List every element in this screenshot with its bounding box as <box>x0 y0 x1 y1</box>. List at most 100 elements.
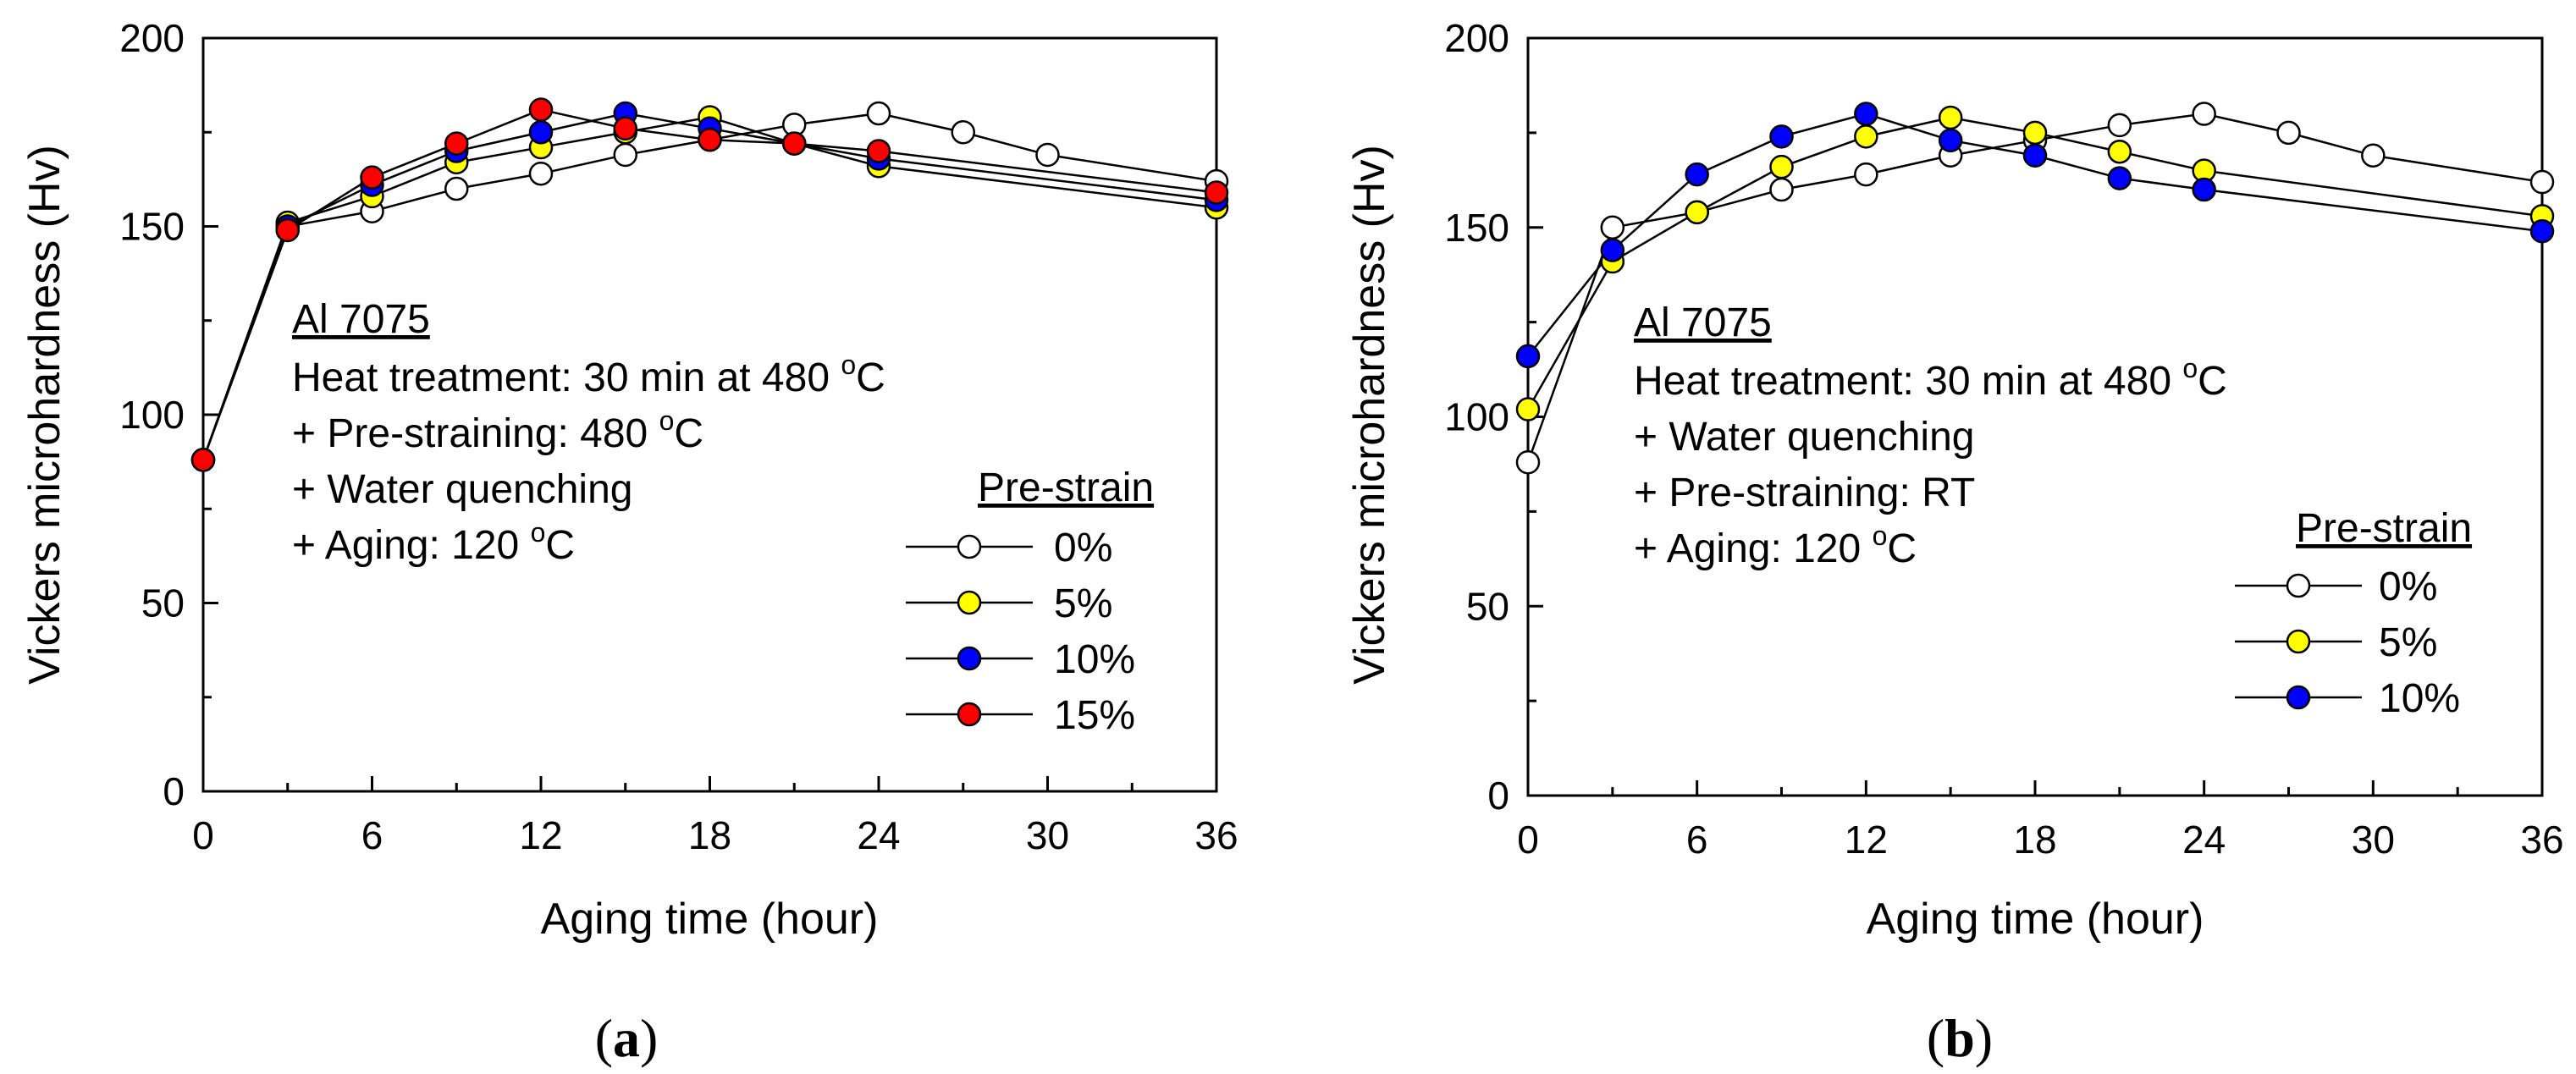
data-point-0pct-a <box>613 142 637 168</box>
x-tick-label-b: 12 <box>1845 818 1888 862</box>
data-point-5pct-b <box>1515 397 1541 421</box>
y-tick-label-b: 100 <box>1444 395 1509 439</box>
legend-marker-b <box>2286 685 2311 710</box>
legend-label-a: 5% <box>1054 581 1112 626</box>
legend-marker-a <box>957 702 982 727</box>
data-point-15pct-a <box>1204 180 1229 205</box>
x-tick-label-a: 6 <box>361 813 383 857</box>
x-tick-label-b: 24 <box>2182 818 2226 862</box>
y-tick-label-b: 150 <box>1444 206 1509 250</box>
y-tick-label-b: 50 <box>1466 584 1509 628</box>
panel-label-a: (a) <box>595 1008 659 1068</box>
axes-ticks-a: 0 6 12 18 24 30 36 0 50 100 150 200 <box>119 16 1238 857</box>
data-point-0pct-b <box>2276 120 2301 146</box>
data-point-0pct-a <box>951 120 975 145</box>
legend-b: Pre-strain 0% 5% 10% <box>2235 506 2472 721</box>
series-line-10pct-a <box>201 112 1217 460</box>
annotation-title-a: Al 7075 <box>292 297 430 342</box>
series-group-a <box>190 97 1229 472</box>
legend-a: Pre-strain 0% 5% 10% 15% <box>906 465 1154 738</box>
legend-label-a: 10% <box>1054 637 1135 682</box>
annotation-line-b-2: + Pre-straining: RT <box>1634 471 1975 515</box>
legend-title-b: Pre-strain <box>2296 506 2472 551</box>
data-point-0pct-a <box>444 176 469 201</box>
data-point-10pct-b <box>1854 102 1878 126</box>
annotation-line-b-1: + Water quenching <box>1634 415 1974 460</box>
y-axis-label-b: Vickers microhardness (Hv) <box>1345 145 1394 685</box>
data-point-15pct-a <box>866 139 891 163</box>
panel-label-b: (b) <box>1927 1008 1993 1068</box>
data-point-0pct-a <box>1035 142 1060 168</box>
data-point-15pct-a <box>444 131 469 156</box>
x-tick-label-a: 12 <box>519 813 562 857</box>
legend-marker-a <box>957 590 982 615</box>
series-line-10pct-b <box>1527 113 2543 357</box>
x-axis-label-b: Aging time (hour) <box>1867 895 2204 944</box>
annotation-line-a-0: Heat treatment: 30 min at 480 oC <box>292 350 885 400</box>
data-point-5pct-b <box>2022 120 2048 146</box>
data-point-0pct-a <box>866 101 891 126</box>
legend-label-a: 15% <box>1054 693 1135 738</box>
legend-label-b: 10% <box>2379 676 2460 721</box>
series-line-5pct-a <box>201 116 1217 460</box>
legend-marker-b <box>2286 629 2311 654</box>
data-point-15pct-a <box>782 131 807 156</box>
data-point-15pct-a <box>613 116 637 141</box>
y-tick-label-a: 150 <box>119 205 185 249</box>
x-tick-label-b: 6 <box>1686 818 1708 862</box>
x-tick-label-b: 30 <box>2352 818 2395 862</box>
x-tick-label-a: 18 <box>688 813 731 857</box>
x-tick-label-a: 24 <box>857 813 900 857</box>
data-point-0pct-b <box>2107 113 2132 138</box>
data-point-5pct-b <box>1854 124 1878 149</box>
legend-items-a: 0% 5% 10% 15% <box>906 526 1135 738</box>
panel-a: 0 6 12 18 24 30 36 0 50 100 150 200 Vickers microha… <box>20 16 1238 1068</box>
x-tick-label-a: 0 <box>192 813 214 857</box>
legend-label-b: 0% <box>2379 565 2437 609</box>
data-point-10pct-b <box>1938 128 1963 153</box>
data-point-5pct-b <box>1769 154 1794 179</box>
data-point-0pct-b <box>2192 102 2216 126</box>
annotation-b: Al 7075 Heat treatment: 30 min at 480 oC… <box>1634 300 2227 571</box>
annotation-title-b: Al 7075 <box>1634 300 1772 345</box>
series-line-15pct-a <box>201 108 1217 460</box>
data-point-0pct-b <box>1600 215 1625 240</box>
data-point-5pct-b <box>2107 140 2132 164</box>
y-tick-label-a: 0 <box>163 769 185 813</box>
data-point-10pct-b <box>1685 162 1709 187</box>
data-point-10pct-b <box>1769 124 1794 149</box>
data-point-10pct-b <box>2529 218 2555 244</box>
y-tick-label-a: 50 <box>141 581 185 625</box>
annotation-line-a-3: + Aging: 120 oC <box>292 517 575 568</box>
data-point-15pct-a <box>698 127 722 152</box>
data-point-0pct-b <box>2529 169 2555 195</box>
y-tick-label-b: 0 <box>1487 774 1509 818</box>
legend-marker-a <box>957 534 982 559</box>
data-point-10pct-b <box>2192 177 2216 202</box>
x-tick-label-a: 36 <box>1194 813 1238 857</box>
x-tick-label-b: 0 <box>1517 818 1539 862</box>
x-tick-label-b: 36 <box>2520 818 2563 862</box>
legend-items-b: 0% 5% 10% <box>2235 565 2460 721</box>
data-point-0pct-b <box>1854 162 1878 187</box>
annotation-line-b-3: + Aging: 120 oC <box>1634 520 1917 571</box>
series-group-b <box>1515 102 2555 475</box>
legend-label-b: 5% <box>2379 620 2437 665</box>
data-point-10pct-b <box>2107 166 2132 190</box>
annotation-line-a-2: + Water quenching <box>292 467 632 512</box>
annotation-line-a-1: + Pre-straining: 480 oC <box>292 405 703 456</box>
axes-ticks-b: 0 6 12 18 24 30 36 0 50 100 150 200 <box>1444 16 2563 862</box>
data-point-0pct-b <box>2361 143 2386 168</box>
data-point-5pct-b <box>1938 105 1963 130</box>
y-tick-label-a: 100 <box>119 393 185 437</box>
y-tick-label-a: 200 <box>119 16 185 60</box>
annotation-line-b-0: Heat treatment: 30 min at 480 oC <box>1634 353 2227 404</box>
annotation-a: Al 7075 Heat treatment: 30 min at 480 oC… <box>292 297 885 568</box>
data-point-0pct-b <box>1515 449 1541 475</box>
legend-marker-b <box>2286 573 2311 598</box>
legend-label-a: 0% <box>1054 526 1112 570</box>
data-point-0pct-b <box>1769 177 1794 202</box>
data-point-15pct-a <box>190 448 216 472</box>
y-axis-label-a: Vickers microhardness (Hv) <box>20 145 69 685</box>
